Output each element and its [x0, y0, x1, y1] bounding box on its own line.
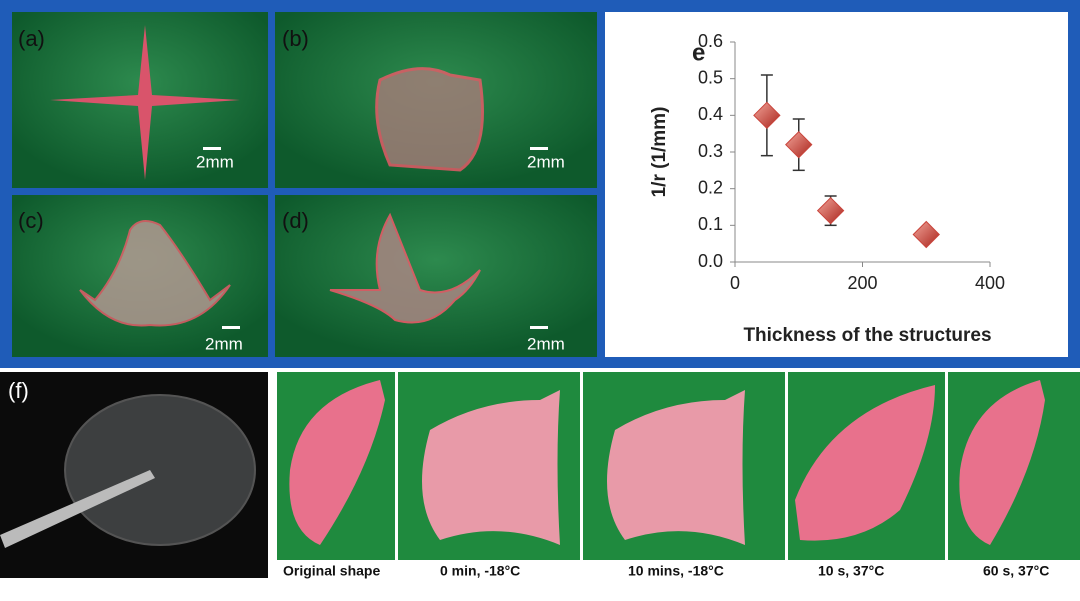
point: [753, 101, 781, 130]
sample: [607, 390, 745, 545]
caption: 10 mins, -18°C: [628, 563, 724, 579]
point: [912, 220, 940, 249]
star-shape: [329, 212, 481, 324]
sample: [289, 380, 385, 545]
scale-label: 2mm: [196, 152, 234, 171]
y-axis-title: 1/r (1/mm): [649, 107, 670, 198]
scale-bar: [222, 326, 240, 329]
y-tick-label: 0.6: [698, 31, 723, 51]
caption: 0 min, -18°C: [440, 563, 520, 579]
x-tick-label: 200: [847, 273, 877, 293]
panel-label: (d): [282, 208, 309, 233]
photo: [275, 195, 597, 357]
panel-label: (f): [8, 378, 29, 403]
caption: Original shape: [283, 563, 380, 579]
star-shape: [50, 25, 240, 180]
y-tick-label: 0.1: [698, 214, 723, 234]
sample: [422, 390, 560, 545]
scale-bar: [203, 147, 221, 150]
scale-label: 2mm: [527, 334, 565, 353]
y-tick-label: 0.3: [698, 141, 723, 161]
y-tick-label: 0.0: [698, 251, 723, 271]
panel-label: (c): [18, 208, 44, 233]
y-tick-label: 0.5: [698, 67, 723, 87]
chart-panel: [605, 12, 1068, 357]
point: [785, 130, 813, 159]
photo: [0, 372, 268, 578]
sample: [959, 380, 1045, 545]
x-tick-label: 400: [975, 273, 1005, 293]
caption: 10 s, 37°C: [818, 563, 884, 579]
tweezers: [0, 470, 155, 548]
sample: [795, 385, 935, 541]
scale-label: 2mm: [205, 334, 243, 353]
scale-bar: [530, 326, 548, 329]
x-tick-label: 0: [730, 273, 740, 293]
panel-label: (b): [282, 26, 309, 51]
scale-bar: [530, 147, 548, 150]
curled-shape: [79, 220, 231, 327]
transparent-shape: [64, 394, 256, 546]
curled-shape: [375, 67, 484, 172]
point: [816, 196, 845, 225]
annotation: e: [692, 39, 705, 66]
caption: 60 s, 37°C: [983, 563, 1049, 579]
panel-label: (a): [18, 26, 45, 51]
x-axis-title: Thickness of the structures: [743, 325, 991, 346]
scale-label: 2mm: [527, 152, 565, 171]
y-tick-label: 0.4: [698, 104, 723, 124]
y-tick-label: 0.2: [698, 177, 723, 197]
